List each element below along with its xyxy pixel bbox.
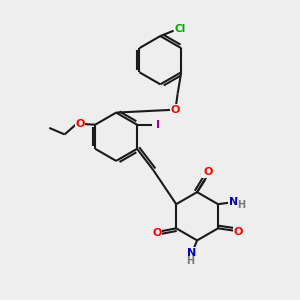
Text: H: H [186,256,194,266]
Text: O: O [203,167,212,177]
Text: I: I [156,120,160,130]
Text: O: O [171,105,180,115]
Text: O: O [152,228,161,238]
Text: N: N [229,197,238,207]
Text: Cl: Cl [174,24,186,34]
Text: N: N [187,248,196,258]
Text: O: O [234,227,243,237]
Text: O: O [75,119,85,129]
Text: H: H [238,200,246,210]
